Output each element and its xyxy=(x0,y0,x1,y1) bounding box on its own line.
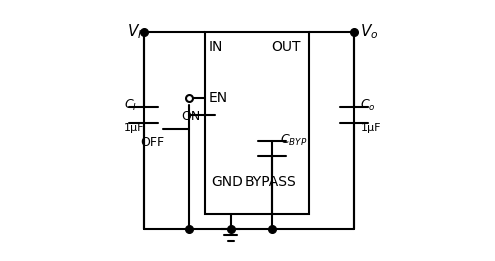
Text: ON: ON xyxy=(181,110,200,123)
Text: EN: EN xyxy=(208,91,228,105)
Text: $V_I$: $V_I$ xyxy=(127,22,142,41)
Text: $C_{BYP}$: $C_{BYP}$ xyxy=(280,133,307,149)
Text: $C_I$: $C_I$ xyxy=(124,98,137,113)
Text: $C_o$: $C_o$ xyxy=(360,98,376,113)
Text: BYPASS: BYPASS xyxy=(245,175,297,189)
Text: IN: IN xyxy=(208,40,223,55)
Text: $V_o$: $V_o$ xyxy=(360,22,379,41)
Text: 1μF: 1μF xyxy=(360,123,381,133)
Text: GND: GND xyxy=(211,175,243,189)
Text: OFF: OFF xyxy=(140,136,164,149)
Bar xyxy=(204,32,308,213)
Text: 1μF: 1μF xyxy=(124,123,145,133)
Text: OUT: OUT xyxy=(271,40,300,55)
